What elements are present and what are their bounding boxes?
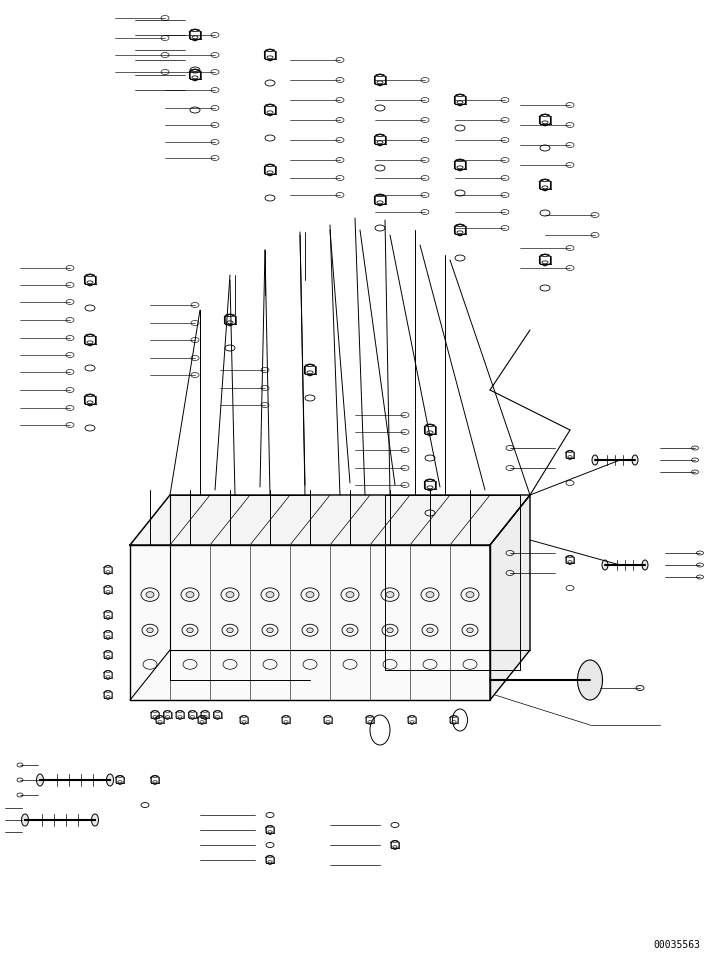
Ellipse shape (266, 592, 274, 598)
Ellipse shape (632, 455, 638, 465)
Ellipse shape (226, 628, 233, 633)
Ellipse shape (592, 455, 598, 465)
Ellipse shape (186, 592, 194, 598)
Polygon shape (130, 545, 490, 700)
Ellipse shape (187, 628, 193, 633)
Ellipse shape (347, 628, 353, 633)
Ellipse shape (426, 592, 434, 598)
Polygon shape (130, 495, 530, 545)
Ellipse shape (226, 592, 234, 598)
Polygon shape (490, 495, 530, 700)
Ellipse shape (91, 814, 99, 826)
Ellipse shape (22, 814, 29, 826)
Ellipse shape (267, 628, 273, 633)
Ellipse shape (346, 592, 354, 598)
Ellipse shape (386, 592, 394, 598)
Ellipse shape (106, 774, 114, 786)
Ellipse shape (387, 628, 393, 633)
Ellipse shape (427, 628, 434, 633)
Text: 00035563: 00035563 (653, 940, 700, 950)
Ellipse shape (642, 560, 648, 570)
Ellipse shape (306, 592, 314, 598)
Ellipse shape (146, 592, 154, 598)
Ellipse shape (466, 592, 474, 598)
Ellipse shape (577, 660, 603, 700)
Ellipse shape (147, 628, 153, 633)
Ellipse shape (37, 774, 44, 786)
Ellipse shape (602, 560, 608, 570)
Ellipse shape (467, 628, 473, 633)
Ellipse shape (307, 628, 313, 633)
